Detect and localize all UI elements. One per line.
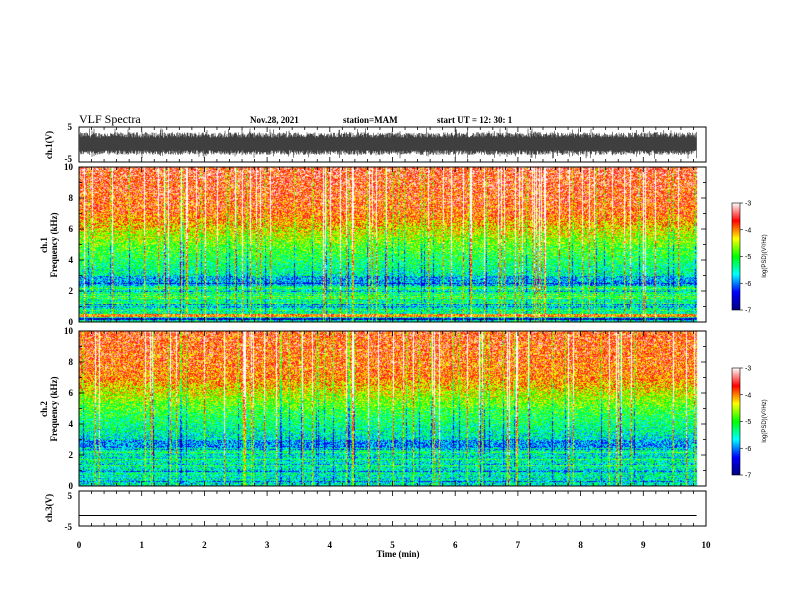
freq-tick-label: 2 — [69, 286, 74, 296]
ch3-waveform-ticks — [78, 491, 707, 526]
date-label: Nov.28, 2021 — [250, 115, 299, 125]
ch1-spectrogram-image — [79, 167, 706, 322]
ch2-spectrogram-ticks — [78, 330, 707, 487]
freq-tick-label: 4 — [69, 255, 74, 265]
ch1-colorbar: -3 -4 -5 -6 -7 log(PSD)(V²/Hz) — [731, 201, 768, 315]
ch2-spectrogram-ylabel-frequency: Frequency (kHz) — [49, 376, 59, 441]
ch2-spectrogram-ytick-labels: 0 2 4 6 8 10 — [64, 326, 74, 491]
ch2-colorbar-ticks: -3 -4 -5 -6 -7 — [740, 366, 751, 480]
freq-tick-label: 0 — [69, 317, 74, 327]
ch2-colorbar-gradient — [731, 367, 741, 476]
ch2-spectrogram-panel: 0 2 4 6 8 10 ch.2 Frequency (kHz) — [39, 326, 707, 491]
time-tick-label: 8 — [578, 540, 583, 550]
colorbar-tick-label: -3 — [745, 201, 751, 208]
ch1-colorbar-gradient — [731, 202, 741, 311]
ch2-spectrogram-ylabel-channel: ch.2 — [39, 401, 49, 417]
freq-tick-label: 8 — [69, 357, 74, 367]
ch1-colorbar-label: log(PSD)(V²/Hz) — [762, 234, 768, 277]
colorbar-tick-label: -5 — [745, 254, 751, 261]
ch1-waveform-ylabel: ch.1(V) — [44, 131, 54, 159]
time-tick-label: 7 — [516, 540, 521, 550]
colorbar-tick-label: -6 — [745, 281, 751, 288]
freq-tick-label: 6 — [69, 224, 74, 234]
time-tick-label: 3 — [265, 540, 270, 550]
colorbar-tick-label: -5 — [745, 419, 751, 426]
ch2-colorbar: -3 -4 -5 -6 -7 log(PSD)(V²/Hz) — [731, 366, 768, 480]
ch1-spectrogram-ticks — [78, 166, 707, 323]
time-tick-label: 6 — [453, 540, 458, 550]
time-axis-label: Time (min) — [376, 549, 419, 559]
ch3-ytick-bottom: -5 — [65, 522, 73, 532]
ch1-colorbar-ticks: -3 -4 -5 -6 -7 — [740, 201, 751, 315]
freq-tick-label: 6 — [69, 388, 74, 398]
ch2-spectrogram-image — [79, 331, 706, 486]
ch1-spectrogram-ylabel-frequency: Frequency (kHz) — [49, 212, 59, 277]
ch1-waveform-path — [79, 128, 697, 159]
time-tick-label: 1 — [139, 540, 144, 550]
colorbar-tick-label: -4 — [745, 227, 751, 234]
ch1-ytick-top: 5 — [68, 122, 73, 132]
time-tick-label: 9 — [641, 540, 646, 550]
time-tick-label: 10 — [702, 540, 712, 550]
ch1-spectrogram-ylabel-channel: ch.1 — [39, 237, 49, 253]
freq-tick-label: 10 — [64, 162, 74, 172]
ch2-colorbar-label: log(PSD)(V²/Hz) — [762, 399, 768, 442]
ch3-waveform-ylabel: ch.3(V) — [44, 494, 54, 522]
figure-title: VLF Spectra — [79, 112, 141, 126]
ch1-spectrogram-panel: 0 2 4 6 8 10 ch.1 Frequency (kHz) — [39, 162, 707, 327]
colorbar-tick-label: -4 — [745, 392, 751, 399]
ch1-ytick-bottom: -5 — [65, 154, 73, 164]
colorbar-tick-label: -6 — [745, 446, 751, 453]
start-time-label: start UT = 12: 30: 1 — [437, 115, 513, 125]
ch1-waveform-trace — [79, 128, 697, 159]
time-tick-label: 0 — [77, 540, 82, 550]
freq-tick-label: 0 — [69, 481, 74, 491]
time-tick-label: 2 — [202, 540, 207, 550]
time-tick-label: 5 — [390, 540, 395, 550]
ch1-waveform-panel: 5 -5 ch.1(V) — [44, 122, 707, 164]
freq-tick-label: 4 — [69, 419, 74, 429]
freq-tick-label: 2 — [69, 450, 74, 460]
freq-tick-label: 10 — [64, 326, 74, 336]
station-label: station=MAM — [343, 115, 398, 125]
ch1-spectrogram-ytick-labels: 0 2 4 6 8 10 — [64, 162, 74, 327]
ch3-waveform-panel: 5 -5 ch.3(V) — [44, 490, 707, 532]
ch1-waveform-ticks — [78, 127, 707, 162]
colorbar-tick-label: -3 — [745, 366, 751, 373]
time-tick-label: 4 — [328, 540, 333, 550]
freq-tick-label: 8 — [69, 193, 74, 203]
ch3-ytick-top: 5 — [68, 491, 73, 501]
colorbar-tick-label: -7 — [745, 308, 751, 315]
time-axis-tick-labels: 0 1 2 3 4 5 6 7 8 9 10 — [77, 540, 711, 550]
colorbar-tick-label: -7 — [745, 473, 751, 480]
ch3-waveform-frame — [78, 490, 707, 527]
